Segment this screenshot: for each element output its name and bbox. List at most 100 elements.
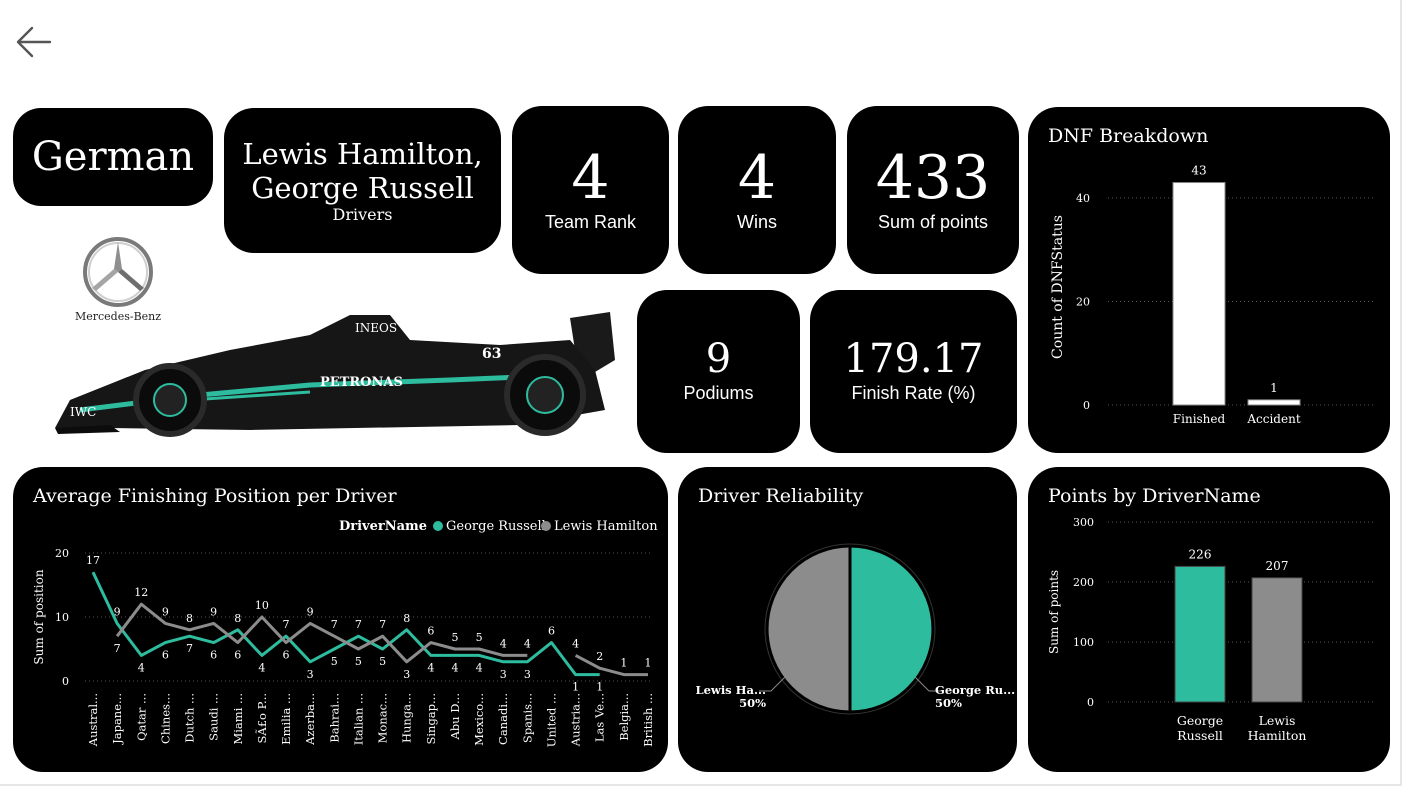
line-data-label: 8 [403, 612, 410, 625]
points-bar [1251, 577, 1303, 703]
line-data-label: 4 [500, 637, 507, 650]
line-data-label: 17 [86, 554, 100, 567]
svg-text:63: 63 [482, 346, 501, 362]
line-ytick-label: 20 [55, 547, 69, 560]
dnf-xtick-label: Accident [1246, 412, 1300, 426]
line-xtick-label: Spanis... [520, 693, 534, 743]
legend-marker [433, 521, 443, 531]
avg-chart-title: Average Finishing Position per Driver [33, 485, 397, 507]
line-data-label: 9 [307, 605, 314, 618]
finish-rate-card: 179.17 Finish Rate (%) [810, 290, 1017, 453]
finish-rate-value: 179.17 [843, 336, 984, 382]
avg-position-chart: 0 10 20 Sum of position DriverName George Rus… [32, 519, 658, 747]
line-data-label: 1 [620, 657, 627, 670]
line-xtick-label: Miami ... [231, 693, 245, 745]
dnf-data-label: 43 [1191, 164, 1206, 178]
line-data-label: 6 [210, 649, 217, 662]
points-xtick-label: Hamilton [1248, 728, 1307, 743]
bottom-edge [0, 784, 1402, 786]
points-ytick-label: 200 [1073, 576, 1094, 589]
line-xtick-label: Austral... [86, 693, 100, 747]
line-xtick-label: Italian ... [351, 693, 365, 745]
line-data-label: 5 [451, 631, 458, 644]
podiums-value: 9 [705, 336, 732, 382]
podiums-label: Podiums [683, 383, 754, 403]
line-ylabel: Sum of position [32, 569, 46, 664]
points-ytick-label: 100 [1073, 636, 1094, 649]
line-xtick-label: Mexico... [472, 693, 486, 746]
reliability-card: Driver Reliability George Ru... 50% Lewis … [678, 467, 1017, 772]
points-bar [1174, 565, 1226, 703]
line-xtick-label: Emilia ... [279, 693, 293, 745]
wins-card: 4 Wins [678, 106, 836, 274]
pie-percent: 50% [935, 696, 962, 710]
podiums-card: 9 Podiums [637, 290, 800, 453]
series-line [115, 602, 648, 677]
points-ytick-label: 0 [1087, 696, 1094, 709]
back-button[interactable] [14, 22, 54, 62]
points-data-label: 207 [1266, 559, 1289, 573]
line-data-label: 12 [134, 586, 148, 599]
nationality-card: German [13, 108, 213, 206]
line-data-label: 9 [162, 605, 169, 618]
car-illustration: INEOS PETRONAS 63 IWC [50, 300, 620, 440]
line-data-label: 1 [645, 657, 652, 670]
line-xtick-label: Canadi... [496, 693, 510, 745]
points-label: Sum of points [877, 211, 989, 232]
drivers-value-line1: Lewis Hamilton, [242, 136, 483, 171]
line-data-label: 4 [524, 637, 531, 650]
line-xtick-label: Chines... [158, 693, 172, 744]
pie-slice [765, 544, 852, 714]
line-xtick-label: British ... [641, 693, 655, 747]
points-card: 433 Sum of points [847, 106, 1019, 274]
line-data-label: 7 [355, 618, 362, 631]
line-data-label: 3 [524, 668, 531, 681]
points-value: 433 [875, 142, 991, 213]
dnf-bar [1172, 182, 1226, 406]
points-ylabel: Sum of points [1047, 570, 1061, 654]
line-data-label: 7 [283, 618, 290, 631]
dnf-ytick-label: 20 [1076, 296, 1090, 309]
svg-text:INEOS: INEOS [355, 321, 397, 335]
drivers-label: Drivers [332, 205, 393, 225]
line-xtick-label: SÃ£o P... [255, 693, 269, 743]
points-chart-title: Points by DriverName [1048, 485, 1261, 507]
pie-outline [764, 543, 936, 715]
f1-car-icon: INEOS PETRONAS 63 IWC [55, 312, 615, 437]
line-data-label: 5 [379, 655, 386, 668]
line-ytick-label: 10 [55, 611, 69, 624]
line-data-label: 7 [114, 642, 121, 655]
right-edge [1400, 0, 1402, 786]
pie-leader-line [759, 676, 786, 692]
line-xtick-label: Monac... [376, 693, 390, 743]
line-data-label: 9 [210, 605, 217, 618]
line-data-label: 7 [186, 642, 193, 655]
dnf-breakdown-card: DNF Breakdown 0 20 40 Count of DNFStatus 43 F… [1028, 107, 1390, 453]
points-data-label: 226 [1189, 547, 1212, 561]
line-data-label: 3 [307, 668, 314, 681]
line-xtick-label: Japane... [110, 693, 124, 745]
line-xtick-label: Saudi ... [207, 693, 221, 741]
line-xtick-label: Azerba... [303, 693, 317, 746]
logo-text: Mercedes-Benz [74, 310, 162, 323]
line-ytick-label: 0 [62, 675, 69, 688]
wins-label: Wins [737, 211, 777, 232]
line-data-label: 5 [355, 655, 362, 668]
line-data-label: 9 [114, 605, 121, 618]
pie-leader-line [914, 676, 943, 692]
line-data-label: 6 [283, 649, 290, 662]
dnf-ytick-label: 0 [1083, 399, 1090, 412]
team-rank-label: Team Rank [544, 211, 637, 232]
line-xtick-label: Qatar ... [134, 693, 148, 741]
line-xtick-label: Las Ve... [593, 693, 607, 742]
points-by-driver-card: Points by DriverName 0 100 200 300 Sum of po… [1028, 467, 1390, 772]
legend-label: George Russell [446, 519, 546, 534]
line-data-label: 1 [572, 681, 579, 694]
finish-rate-label: Finish Rate (%) [851, 383, 976, 403]
wins-value: 4 [737, 142, 777, 213]
line-data-label: 4 [451, 661, 458, 674]
line-data-label: 5 [476, 631, 483, 644]
dnf-bar [1247, 399, 1301, 406]
line-data-label: 6 [162, 649, 169, 662]
line-data-label: 3 [403, 668, 410, 681]
